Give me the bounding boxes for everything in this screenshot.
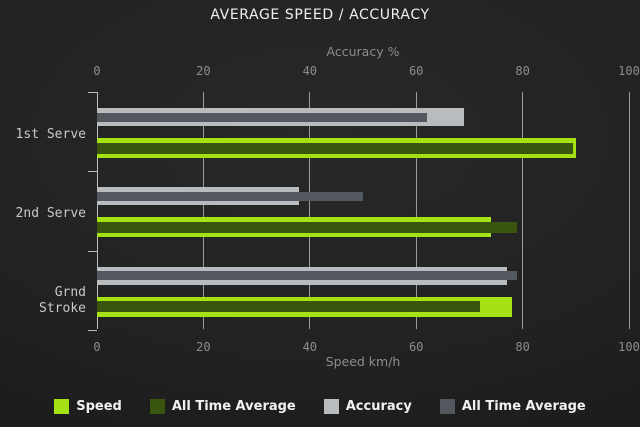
bottom-tick-label: 40 — [302, 340, 318, 354]
legend-label: Accuracy — [345, 399, 412, 414]
bottom-tick-label: 100 — [618, 340, 640, 354]
bar-accuracy-average — [97, 191, 363, 201]
gridline — [309, 92, 311, 329]
gridline — [415, 92, 417, 329]
top-tick-label: 20 — [196, 64, 211, 78]
plot-area — [88, 92, 630, 331]
bar-accuracy-average — [97, 271, 518, 281]
legend-item: Speed — [54, 399, 122, 414]
chart-title: AVERAGE SPEED / ACCURACY — [210, 7, 430, 23]
bar-speed-average — [97, 301, 481, 313]
legend-item: Accuracy — [323, 399, 412, 414]
gridline — [628, 92, 630, 329]
top-tick-label: 0 — [93, 64, 101, 78]
category-label: 1st Serve — [15, 127, 86, 142]
legend-swatch — [149, 399, 165, 414]
top-tick-label: 60 — [408, 64, 424, 78]
legend-swatch — [323, 399, 339, 414]
top-tick-label: 100 — [618, 64, 640, 78]
category-label: Grnd Stroke — [39, 285, 86, 316]
top-axis-title: Accuracy % — [326, 44, 400, 59]
y-axis-line — [96, 92, 98, 329]
axis-notch — [88, 171, 97, 172]
bottom-tick-label: 0 — [93, 340, 101, 354]
top-tick-label: 40 — [302, 64, 318, 78]
gridline — [202, 92, 204, 329]
bar-speed-average — [97, 221, 518, 233]
axis-notch — [88, 92, 97, 93]
axis-notch — [88, 330, 97, 331]
legend-swatch — [54, 399, 70, 414]
legend-swatch — [439, 399, 455, 414]
legend-label: All Time Average — [461, 399, 586, 414]
bottom-tick-label: 20 — [196, 340, 211, 354]
axis-notch — [88, 251, 97, 252]
gridline — [522, 92, 524, 329]
legend-label: All Time Average — [171, 399, 296, 414]
bottom-tick-label: 80 — [515, 340, 530, 354]
bottom-tick-label: 60 — [408, 340, 424, 354]
legend-label: Speed — [76, 399, 122, 414]
bottom-axis-title: Speed km/h — [325, 354, 401, 369]
legend: Speed All Time Average Accuracy All Time Av… — [0, 399, 640, 414]
bar-accuracy-average — [97, 112, 427, 122]
category-label: 2nd Serve — [15, 206, 86, 221]
legend-item: All Time Average — [149, 399, 296, 414]
bar-speed-average — [97, 142, 574, 154]
top-tick-label: 80 — [515, 64, 530, 78]
legend-item: All Time Average — [439, 399, 586, 414]
